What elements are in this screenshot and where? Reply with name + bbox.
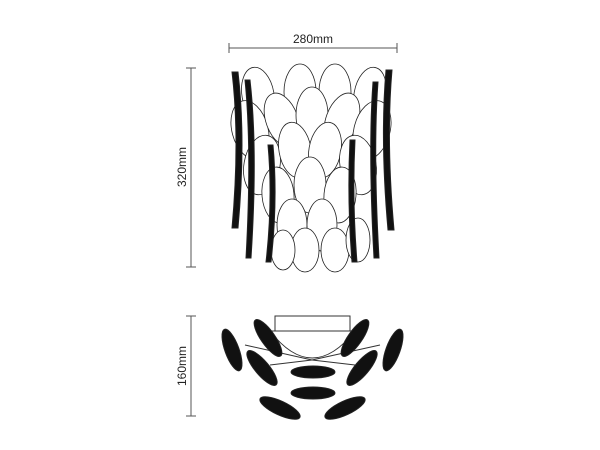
height-dimension: 320mm [175,67,196,268]
crystal-leaf [246,350,278,386]
crystal-leaf [290,386,336,400]
crystal-leaf [221,328,243,372]
depth-label: 160mm [175,346,189,386]
crystal-leaf [382,328,404,372]
metal-bar [244,79,255,259]
crystal-leaf [346,350,378,386]
metal-bar [348,139,358,263]
metal-bar [370,81,380,259]
crystal-leaf [253,319,283,357]
lamp-front-view [230,63,395,273]
arm [311,359,356,366]
metal-bar [265,144,276,263]
metal-bar [231,71,243,229]
depth-dimension: 160mm [175,315,196,417]
metal-bar [382,69,395,231]
width-dimension: 280mm [228,32,398,53]
height-label: 320mm [175,147,189,187]
wall-plate [274,315,351,332]
crystal-leaf [324,396,366,420]
width-label: 280mm [293,32,333,46]
crystal-leaf [340,319,370,357]
lamp-top-view [221,315,404,420]
crystal-leaf [270,229,296,271]
arm [269,359,313,366]
crystal-leaf [290,365,336,379]
crystal-leaf [259,396,301,420]
crystal-leaf [320,227,350,273]
